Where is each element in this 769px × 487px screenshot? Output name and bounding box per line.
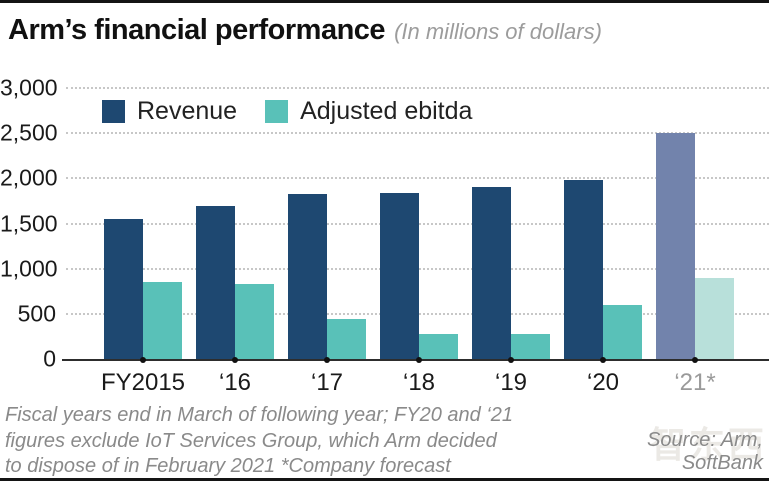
bar-adjusted-ebitda-6 (695, 277, 734, 359)
source-credit: Source: Arm, SoftBank (647, 429, 763, 475)
legend-label: Adjusted ebitda (300, 97, 473, 125)
x-tick-dot (140, 357, 146, 363)
gridline-2500 (66, 132, 769, 135)
x-tick-dot (324, 357, 330, 363)
x-tick-dot (692, 357, 698, 363)
source-line: SoftBank (681, 452, 763, 474)
gridline-3000 (66, 87, 769, 89)
bar-revenue-2 (288, 193, 327, 359)
legend-item-revenue: Revenue (102, 97, 237, 126)
bar-adjusted-ebitda-0 (143, 282, 182, 359)
page-title: Arm’s financial performance (8, 14, 386, 46)
x-axis-line (62, 359, 769, 361)
y-tick-label: 1,000 (0, 255, 58, 282)
chart-header: Arm’s financial performance (In millions … (8, 14, 602, 47)
x-tick-dot (508, 357, 514, 363)
y-tick-label: 3,000 (0, 74, 58, 101)
bar-revenue-5 (564, 180, 603, 359)
bar-revenue-6 (656, 133, 695, 359)
plot-area: Revenue Adjusted ebitda 0 500 1,000 1,500 2,0… (0, 75, 769, 396)
x-tick-label: ‘18 (402, 369, 436, 396)
legend-swatch (102, 100, 125, 123)
x-tick-label: FY2015 (100, 369, 186, 396)
x-tick-label: ‘20 (586, 369, 620, 396)
y-tick-label: 1,500 (0, 210, 58, 236)
bar-revenue-0 (104, 218, 143, 359)
bar-adjusted-ebitda-2 (327, 319, 366, 359)
footnote-line: figures exclude IoT Services Group, whic… (5, 429, 497, 452)
legend-swatch (265, 100, 289, 123)
y-tick-label: 2,000 (0, 164, 58, 191)
bar-adjusted-ebitda-3 (419, 333, 458, 359)
x-tick-dot (232, 357, 238, 363)
x-tick-dot (416, 357, 422, 363)
y-tick-label: 2,500 (0, 119, 58, 146)
x-tick-label: ‘21* (674, 369, 716, 396)
y-tick-label: 0 (43, 345, 56, 372)
source-line: Source: Arm, (647, 429, 763, 451)
bar-revenue-4 (472, 187, 511, 359)
page-subtitle: (In millions of dollars) (394, 19, 602, 44)
bar-revenue-1 (196, 206, 235, 359)
legend-item-adjusted-ebitda: Adjusted ebitda (265, 97, 472, 126)
x-tick-dot (600, 357, 606, 363)
bar-adjusted-ebitda-1 (235, 284, 274, 359)
legend-label: Revenue (137, 97, 238, 125)
legend: Revenue Adjusted ebitda (102, 97, 500, 126)
x-tick-label: ‘19 (494, 369, 528, 396)
y-tick-label: 500 (17, 300, 56, 327)
gridline-2000 (66, 177, 769, 180)
bar-revenue-3 (380, 192, 419, 359)
bottom-rule (0, 478, 769, 481)
bar-adjusted-ebitda-5 (603, 304, 642, 359)
footnote-line: to dispose of in February 2021 *Company … (5, 455, 451, 477)
footnote-line: Fiscal years end in March of following y… (5, 404, 514, 426)
bar-adjusted-ebitda-4 (511, 333, 550, 359)
x-tick-label: ‘17 (310, 369, 344, 396)
footnote: Fiscal years end in March of following y… (5, 403, 513, 480)
top-rule (0, 0, 769, 3)
watermark-logo: 智东西 (649, 424, 767, 465)
x-tick-label: ‘16 (218, 369, 252, 396)
